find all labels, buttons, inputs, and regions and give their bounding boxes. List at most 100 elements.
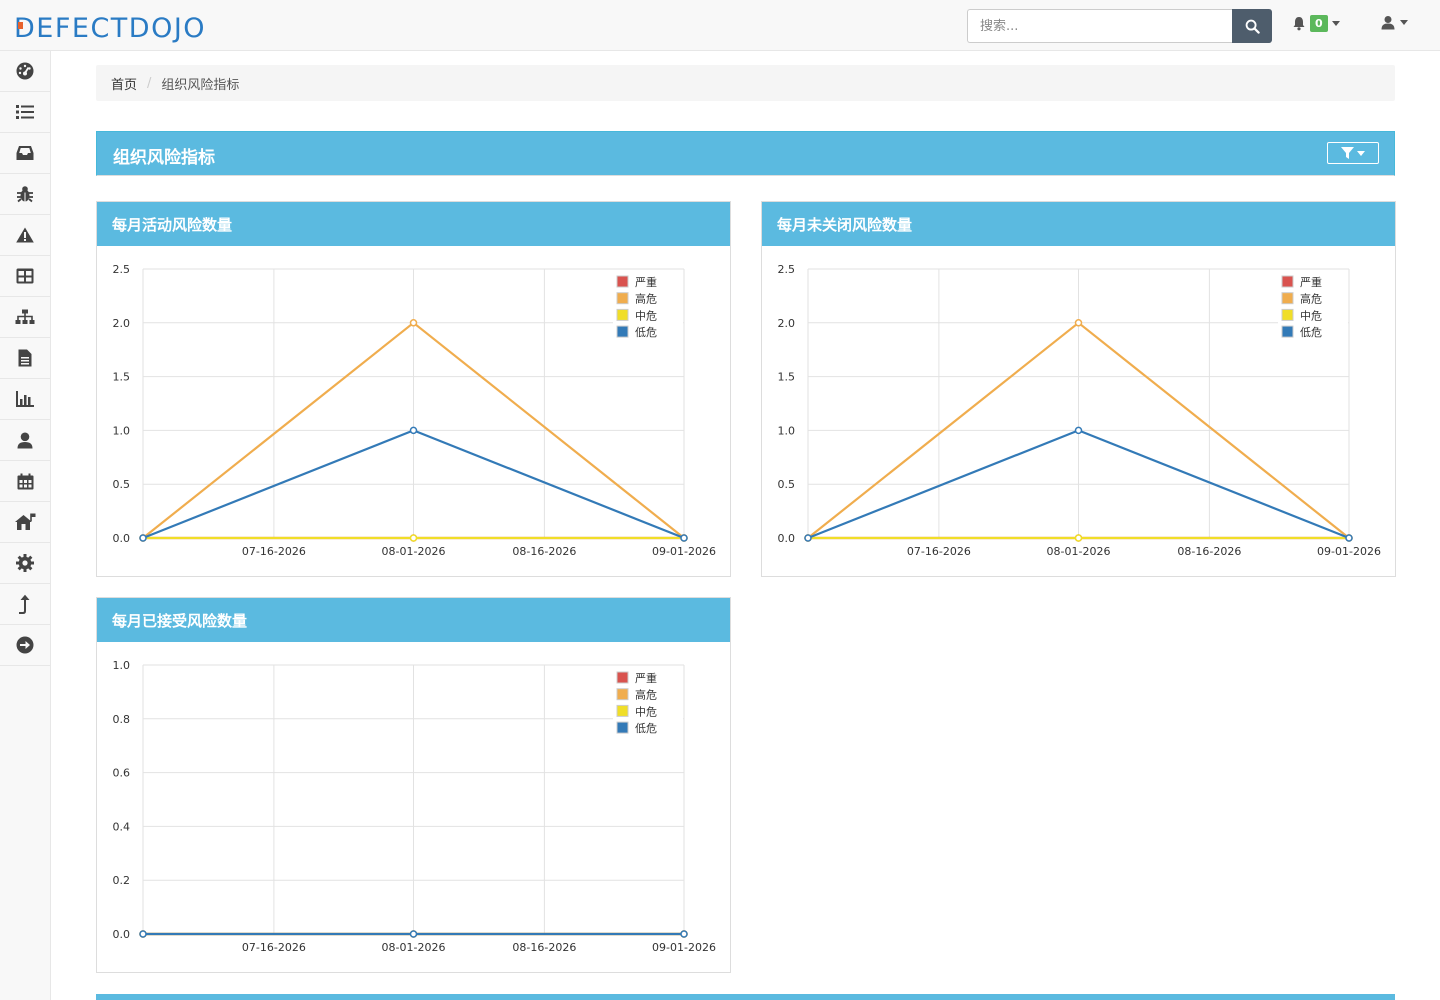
sidebar-item-configuration[interactable]	[0, 543, 50, 584]
legend-swatch	[616, 671, 629, 684]
legend-swatch	[616, 704, 629, 717]
gear-icon	[16, 554, 34, 572]
legend-label: 高危	[1300, 292, 1322, 306]
warning-icon	[16, 227, 34, 243]
search-input[interactable]	[967, 9, 1233, 43]
sidebar-item-risk[interactable]	[0, 215, 50, 256]
legend-swatch	[616, 325, 629, 338]
y-tick-label: 1.5	[778, 371, 796, 384]
y-tick-label: 0.8	[113, 713, 131, 726]
y-tick-label: 2.5	[113, 263, 131, 276]
y-tick-label: 0.5	[778, 478, 796, 491]
filter-icon	[1341, 147, 1354, 159]
x-tick-label: 08-01-2026	[382, 941, 446, 954]
breadcrumb: 首页 / 组织风险指标	[96, 65, 1395, 101]
bar-chart-icon	[16, 391, 34, 407]
search-form	[967, 9, 1272, 43]
bell-icon	[1293, 17, 1305, 31]
legend-label: 严重	[635, 275, 657, 289]
y-tick-label: 0.5	[113, 478, 131, 491]
data-point	[1345, 534, 1353, 542]
line-chart-accepted: 0.0 0.2 0.4 0.6 0.8 1.0 07-16-2026 08-01-2026 08…	[113, 659, 716, 954]
search-icon	[1245, 19, 1260, 34]
sidebar-item-engagements[interactable]	[0, 133, 50, 174]
legend-swatch	[616, 688, 629, 701]
metrics-header-panel: 组织风险指标	[96, 131, 1395, 176]
y-tick-label: 2.0	[778, 317, 796, 330]
legend-swatch	[1281, 292, 1294, 305]
home-flag-icon	[15, 513, 36, 530]
breadcrumb-current: 组织风险指标	[161, 77, 240, 93]
sidebar-item-findings[interactable]	[0, 174, 50, 215]
data-point	[680, 930, 688, 938]
legend-label: 低危	[1300, 326, 1322, 339]
top-navbar: DEFECTDOJO 0	[0, 0, 1440, 51]
chart-title: 每月活动风险数量	[97, 202, 730, 246]
chart-title: 每月未关闭风险数量	[762, 202, 1395, 246]
legend-label: 高危	[635, 688, 657, 702]
legend-label: 严重	[1300, 275, 1322, 289]
file-icon	[18, 349, 32, 367]
legend-swatch	[1281, 308, 1294, 321]
page-title: 组织风险指标	[113, 148, 215, 168]
data-point	[680, 534, 688, 542]
sidebar	[0, 51, 51, 1000]
search-button[interactable]	[1232, 9, 1272, 43]
legend-label: 高危	[635, 292, 657, 306]
data-point	[1074, 319, 1083, 327]
filter-button[interactable]	[1327, 142, 1379, 164]
x-tick-label: 08-16-2026	[512, 941, 576, 954]
legend-swatch	[1281, 275, 1294, 288]
sidebar-item-upload[interactable]	[0, 584, 50, 625]
y-tick-label: 1.5	[113, 371, 131, 384]
chevron-down-icon	[1357, 150, 1365, 156]
user-menu-dropdown[interactable]	[1381, 15, 1408, 30]
legend-label: 低危	[635, 722, 657, 735]
next-panel-header	[96, 994, 1395, 1000]
legend-swatch	[1281, 325, 1294, 338]
sidebar-item-components[interactable]	[0, 256, 50, 297]
data-point	[409, 534, 418, 542]
legend-label: 中危	[635, 705, 657, 718]
sidebar-item-users[interactable]	[0, 420, 50, 461]
data-point	[1074, 426, 1083, 435]
chevron-down-icon	[1400, 20, 1408, 25]
sidebar-item-metrics[interactable]	[0, 379, 50, 420]
sidebar-item-endpoints[interactable]	[0, 297, 50, 338]
sidebar-item-calendar[interactable]	[0, 461, 50, 502]
legend-label: 严重	[635, 671, 657, 685]
table-icon	[16, 268, 34, 284]
notification-count-badge: 0	[1310, 15, 1328, 32]
sidebar-item-system-settings[interactable]	[0, 502, 50, 543]
inbox-icon	[16, 146, 34, 160]
level-up-icon	[19, 594, 30, 614]
x-tick-label: 07-16-2026	[242, 545, 306, 558]
sidebar-item-expand[interactable]	[0, 625, 50, 666]
data-point	[804, 534, 812, 542]
legend-label: 中危	[635, 309, 657, 322]
line-chart-active: 0.0 0.5 1.0 1.5 2.0 2.5 07-16-2026 08-01-2026 08…	[113, 263, 716, 558]
y-tick-label: 0.0	[778, 532, 796, 545]
data-point	[409, 319, 418, 327]
notifications-dropdown[interactable]: 0	[1292, 15, 1340, 32]
y-tick-label: 0.4	[113, 820, 131, 833]
list-icon	[16, 105, 34, 119]
chevron-down-icon	[1331, 21, 1340, 26]
x-tick-label: 09-01-2026	[1317, 545, 1381, 558]
y-tick-label: 0.2	[113, 874, 131, 887]
sidebar-item-dashboard[interactable]	[0, 51, 50, 92]
sidebar-item-reports[interactable]	[0, 338, 50, 379]
chart-panel-active: 每月活动风险数量 0.0 0.5 1.0 1.5 2.0 2.5 07-16-2026 08-…	[96, 201, 731, 577]
legend-swatch	[616, 275, 629, 288]
y-tick-label: 2.5	[778, 263, 796, 276]
x-tick-label: 08-16-2026	[512, 545, 576, 558]
data-point	[139, 534, 147, 542]
breadcrumb-home-link[interactable]: 首页	[111, 77, 138, 93]
x-tick-label: 09-01-2026	[652, 545, 716, 558]
data-point	[1074, 534, 1083, 542]
sidebar-item-products[interactable]	[0, 92, 50, 133]
chart-title: 每月已接受风险数量	[97, 598, 730, 642]
data-point	[409, 930, 418, 938]
dashboard-icon	[16, 62, 34, 80]
defectdojo-logo[interactable]: DEFECTDOJO	[14, 8, 259, 44]
